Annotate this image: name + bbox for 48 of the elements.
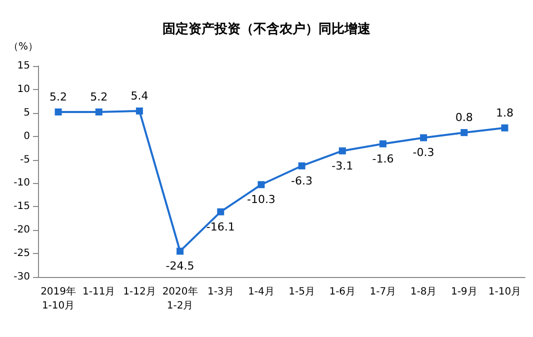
point (217, 208, 224, 216)
y-tick-label: -30 (14, 272, 30, 282)
point (95, 108, 102, 116)
data-label: 5.2 (90, 90, 108, 104)
point (420, 134, 428, 142)
point (379, 140, 386, 148)
point (460, 129, 468, 136)
data-label: -6.3 (291, 174, 313, 188)
data-label: -10.3 (246, 193, 276, 206)
x-tick-label: 1-3月 (207, 286, 234, 298)
data-label: -24.5 (166, 260, 194, 273)
y-tick-label: -5 (20, 154, 30, 166)
point (258, 181, 265, 188)
data-label: -0.3 (412, 146, 434, 160)
point (54, 108, 62, 116)
x-tick-label: 1-11月 (82, 286, 116, 298)
x-tick-label: 1-6月 (329, 286, 356, 298)
x-tick-label: 1-10月 (488, 286, 522, 298)
x-tick-label: 2019年 1-10月 (40, 286, 76, 312)
data-label: -3.1 (332, 159, 354, 172)
x-tick-label: 1-12月 (123, 286, 156, 298)
data-label: -16.1 (206, 220, 235, 234)
y-tick-label: -15 (14, 201, 30, 212)
y-tick-label: 10 (17, 84, 30, 95)
point (176, 248, 184, 255)
x-tick-label: 2020年 1-2月 (162, 286, 198, 312)
point (136, 108, 143, 115)
data-label: 5.4 (130, 90, 148, 103)
y-tick-label: 5 (24, 107, 30, 118)
data-label: 5.2 (50, 90, 68, 104)
data-label: 0.8 (455, 111, 473, 124)
data-label: 1.8 (496, 106, 514, 120)
point (298, 162, 306, 170)
point (501, 124, 508, 132)
y-tick-label: 15 (17, 60, 30, 72)
y-tick-label: -25 (14, 248, 30, 260)
y-tick-label: -20 (14, 224, 30, 236)
x-tick-label: 1-8月 (410, 286, 437, 298)
x-tick-label: 1-9月 (450, 286, 478, 298)
data-label: -1.6 (372, 152, 394, 166)
chart-title: 固定资产投资（不含农户）同比增速 (162, 21, 372, 37)
y-tick-label: -10 (14, 178, 30, 189)
x-tick-label: 1-4月 (248, 286, 274, 298)
point (338, 147, 346, 154)
x-tick-label: 1-7月 (370, 286, 396, 298)
x-tick-label: 1-5月 (288, 286, 315, 298)
y-tick-label: 0 (24, 130, 30, 142)
y-axis-title: （%） (8, 42, 38, 52)
